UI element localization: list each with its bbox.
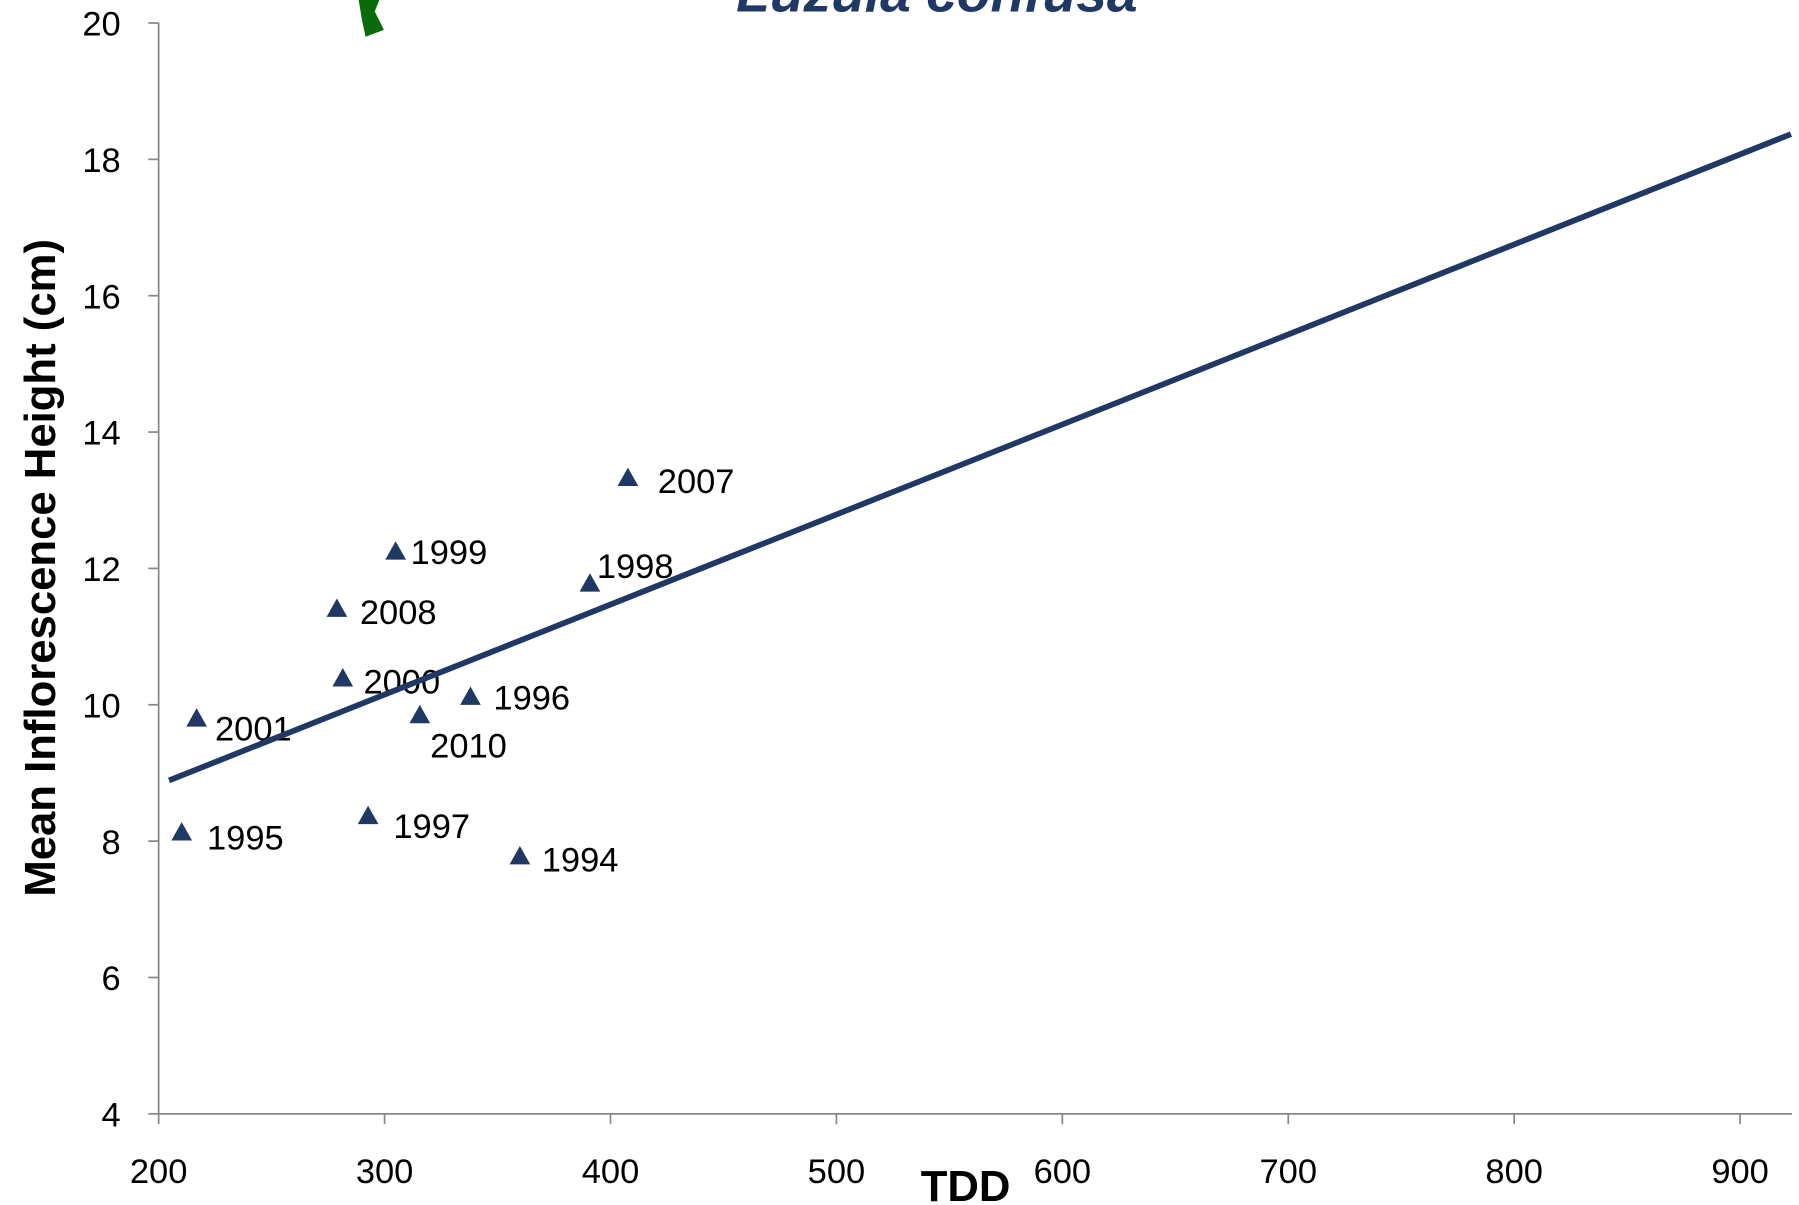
- point-label: 2007: [658, 463, 735, 501]
- point-label: 1997: [393, 808, 470, 846]
- x-tick-label: 900: [1711, 1153, 1769, 1191]
- data-point: [460, 686, 481, 704]
- data-point: [385, 541, 406, 559]
- y-tick-label: 8: [102, 824, 121, 862]
- y-tick-label: 20: [82, 6, 120, 44]
- x-tick-label: 700: [1260, 1153, 1318, 1191]
- y-tick-label: 14: [82, 415, 120, 453]
- point-label: 2010: [430, 728, 507, 766]
- plant-image: [359, 0, 384, 37]
- point-label: 1999: [411, 534, 488, 572]
- x-tick-label: 300: [356, 1153, 414, 1191]
- chart-title: Luzula confusa: [736, 0, 1137, 23]
- x-tick-label: 800: [1485, 1153, 1543, 1191]
- data-point: [409, 705, 430, 723]
- point-label: 1998: [597, 548, 674, 586]
- trend-line: [169, 134, 1791, 780]
- data-point: [186, 708, 207, 726]
- y-tick-label: 18: [82, 142, 120, 180]
- y-tick-label: 10: [82, 687, 120, 725]
- point-label: 1995: [207, 820, 284, 858]
- data-point: [510, 846, 531, 864]
- y-tick-label: 16: [82, 278, 120, 316]
- point-label: 2001: [215, 710, 292, 748]
- data-point: [358, 806, 379, 824]
- x-tick-label: 600: [1034, 1153, 1092, 1191]
- y-tick-label: 12: [82, 551, 120, 589]
- point-label: 1996: [493, 679, 570, 717]
- data-point: [332, 668, 353, 686]
- point-label: 2008: [360, 594, 437, 632]
- point-label: 1994: [542, 841, 619, 879]
- y-tick-label: 4: [102, 1096, 121, 1134]
- data-point: [618, 468, 639, 486]
- y-axis-title: Mean Inflorescence Height (cm): [16, 239, 65, 897]
- y-tick-label: 6: [102, 960, 121, 998]
- x-tick-label: 400: [582, 1153, 640, 1191]
- x-axis-title: TDD: [921, 1162, 1011, 1205]
- data-point: [327, 599, 348, 617]
- x-tick-label: 500: [808, 1153, 866, 1191]
- x-tick-label: 200: [130, 1153, 188, 1191]
- chart: Luzula confusa TDD Mean Inflorescence He…: [0, 0, 1799, 1205]
- data-point: [171, 822, 192, 840]
